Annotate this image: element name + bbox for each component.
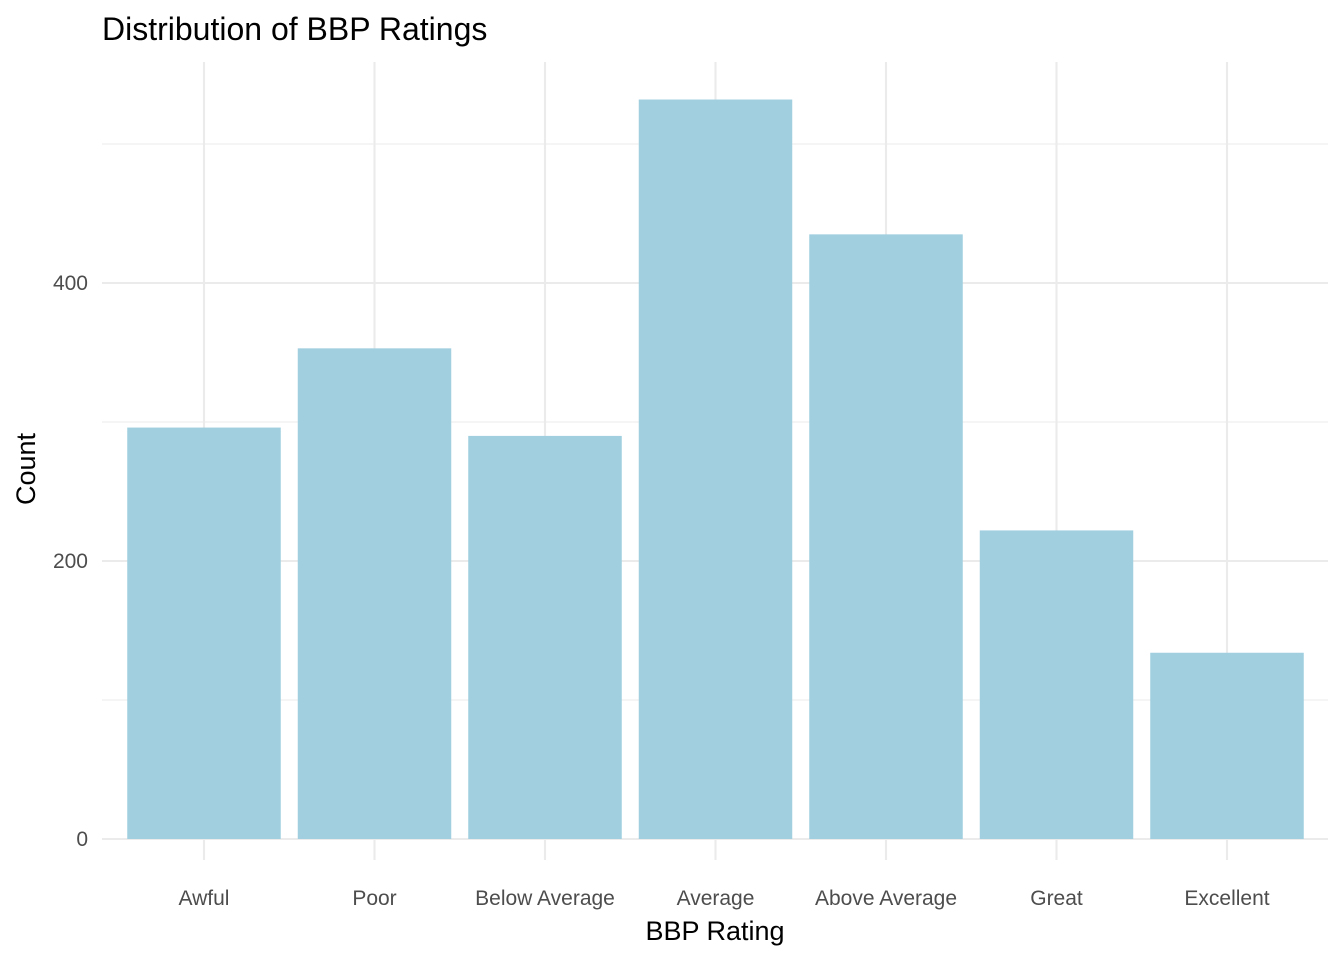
bar-great bbox=[979, 530, 1134, 839]
x-tick-label: Excellent bbox=[1184, 887, 1269, 910]
x-axis-title: BBP Rating bbox=[645, 916, 784, 946]
x-tick-label: Great bbox=[1030, 887, 1083, 910]
y-axis-tick-labels: 0 200 400 bbox=[53, 272, 88, 851]
y-tick-label: 200 bbox=[53, 550, 88, 573]
bar-excellent bbox=[1150, 652, 1304, 839]
bar-below-average bbox=[468, 435, 622, 839]
bars bbox=[127, 99, 1304, 840]
x-tick-label: Average bbox=[677, 887, 755, 910]
y-tick-label: 400 bbox=[53, 272, 88, 295]
y-axis-title: Count bbox=[11, 432, 41, 505]
x-tick-label: Poor bbox=[352, 887, 396, 910]
x-tick-label: Below Average bbox=[475, 887, 615, 910]
x-axis-tick-labels: Awful Poor Below Average Average Above Avera… bbox=[179, 887, 1270, 910]
x-tick-label: Awful bbox=[179, 887, 230, 910]
bar-awful bbox=[127, 427, 281, 839]
x-tick-label: Above Average bbox=[815, 887, 957, 910]
y-tick-label: 0 bbox=[76, 828, 88, 851]
bar-poor bbox=[297, 348, 452, 839]
chart-title: Distribution of BBP Ratings bbox=[102, 11, 487, 47]
bar-above-average bbox=[809, 234, 963, 840]
bar-average bbox=[638, 99, 793, 839]
